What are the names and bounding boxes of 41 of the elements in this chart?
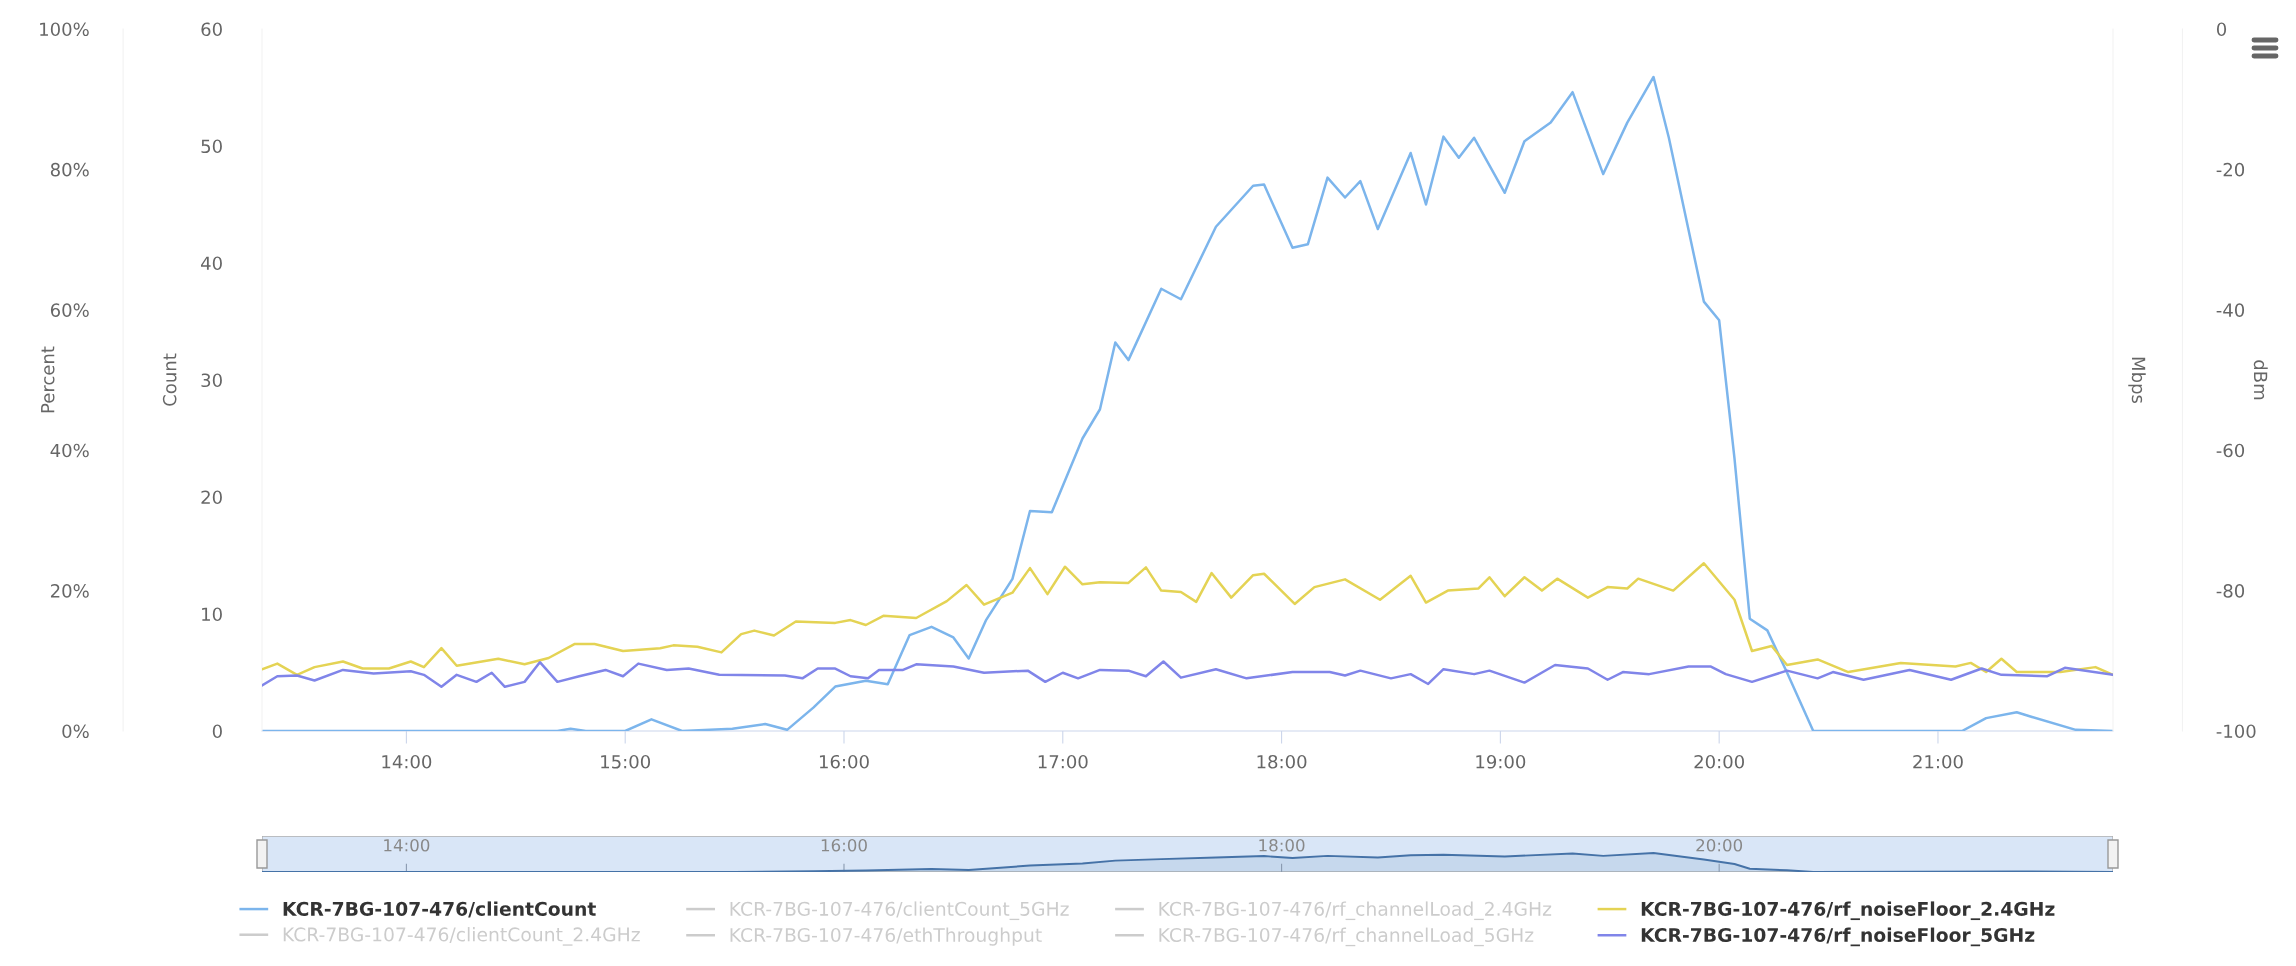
- x-tick-label: 16:00: [819, 754, 869, 769]
- y2-tick-label: 30: [201, 373, 222, 388]
- y-axis-title: Percent: [41, 346, 55, 413]
- y3-tick-label: -20: [2216, 162, 2245, 177]
- y-tick-label: 100%: [40, 22, 89, 37]
- y3-tick-label: 0: [2216, 22, 2227, 37]
- x-tick-label: 17:00: [1038, 754, 1088, 769]
- line-series: [262, 561, 2113, 677]
- x-tick-label: 14:00: [384, 838, 430, 852]
- x-tick-label: 15:00: [601, 754, 651, 769]
- y3-axis-title: dBm: [2253, 360, 2268, 400]
- y-tick-label: 0%: [62, 724, 89, 739]
- y3-tick-label: -100: [2216, 724, 2256, 739]
- x-tick-label: 19:00: [1476, 754, 1526, 769]
- legend-label: KCR-7BG-107-476/clientCount: [283, 901, 596, 918]
- y3-tick-label: -80: [2216, 584, 2245, 598]
- y2-tick-label: 60: [201, 22, 222, 37]
- y2-tick-label: 20: [201, 490, 222, 505]
- y3-tick-label: -40: [2216, 303, 2245, 317]
- y-tick-label: 60%: [50, 303, 89, 317]
- x-tick-label: 21:00: [1913, 754, 1963, 769]
- line-series: [262, 75, 2113, 731]
- y2-tick-label: 40: [201, 256, 222, 271]
- y2-tick-label: 10: [202, 607, 222, 622]
- y-tick-label: 80%: [50, 162, 89, 177]
- x-tick-label: 14:00: [382, 754, 432, 769]
- legend-label: KCR-7BG-107-476/rf_noiseFloor_2.4GHz: [1641, 901, 2055, 921]
- x-tick-label: 18:00: [1259, 838, 1305, 852]
- x-tick-label: 20:00: [1694, 754, 1744, 769]
- text: Mbps: [2128, 357, 2146, 404]
- x-tick-label: 16:00: [821, 838, 867, 852]
- line-series: [262, 660, 2113, 689]
- y3-tick-label: -60: [2216, 443, 2245, 458]
- y2-axis-title: Count: [162, 353, 177, 406]
- y-tick-label: 40%: [50, 443, 89, 458]
- y-tick-label: 20%: [50, 584, 89, 598]
- y2-tick-label: 50: [201, 139, 222, 154]
- x-tick-label: 20:00: [1696, 838, 1743, 852]
- x-tick-label: 18:00: [1257, 754, 1307, 769]
- legend-label: KCR-7BG-107-476/rf_noiseFloor_5GHz: [1641, 927, 2035, 947]
- y2-tick-label: 0: [212, 724, 222, 739]
